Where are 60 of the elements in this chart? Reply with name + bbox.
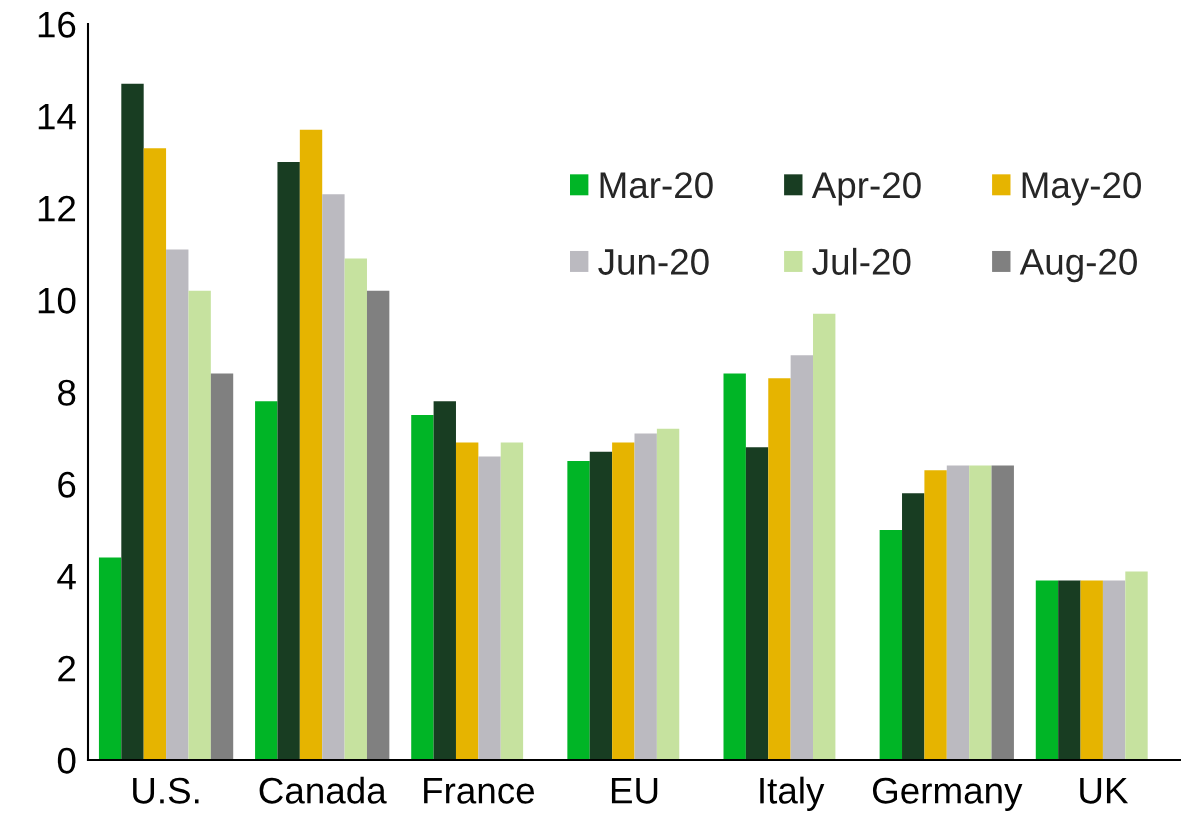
bar xyxy=(322,194,345,760)
bar xyxy=(1035,580,1059,760)
bar xyxy=(768,378,791,760)
legend-label: Jul-20 xyxy=(812,247,911,275)
x-tick-label: Germany xyxy=(872,777,1023,811)
legend-label: May-20 xyxy=(1022,172,1141,206)
bar xyxy=(344,258,367,760)
bar xyxy=(1058,580,1081,760)
bar xyxy=(455,442,479,760)
bar xyxy=(277,162,300,760)
bar xyxy=(879,530,903,760)
y-tick-label: 16 xyxy=(38,11,76,38)
legend-label: Mar-20 xyxy=(600,172,713,199)
x-tick-label: U.S. xyxy=(133,777,199,804)
bar xyxy=(813,313,836,760)
bar xyxy=(1102,580,1126,760)
bar xyxy=(188,290,211,760)
bar xyxy=(210,373,234,760)
bar xyxy=(299,129,323,760)
bar xyxy=(790,355,814,760)
bar xyxy=(589,451,613,760)
x-tick-label: Canada xyxy=(259,776,387,804)
bar xyxy=(500,442,524,760)
bar xyxy=(723,373,746,760)
bar xyxy=(255,401,278,760)
legend-label: Apr-20 xyxy=(811,172,921,206)
bar xyxy=(612,442,635,760)
bar xyxy=(969,465,992,760)
bar xyxy=(411,415,434,760)
bar xyxy=(656,428,680,760)
bar xyxy=(366,290,390,760)
bar xyxy=(1080,580,1103,760)
y-tick-label: 8 xyxy=(58,379,76,406)
bar xyxy=(634,433,657,760)
bar xyxy=(991,465,1014,760)
x-tick-label: Italy xyxy=(760,776,825,811)
bar xyxy=(121,83,144,760)
y-tick-label: 4 xyxy=(57,564,76,590)
x-tick-label: UK xyxy=(1080,778,1129,804)
bar xyxy=(433,401,456,760)
legend-label: Aug-20 xyxy=(1019,248,1137,283)
bar xyxy=(745,447,769,760)
bar xyxy=(924,470,947,760)
y-tick-label: 12 xyxy=(38,195,76,222)
bar xyxy=(1125,571,1148,760)
x-tick-label: France xyxy=(424,778,534,804)
y-tick-label: 10 xyxy=(38,287,76,314)
y-tick-label: 2 xyxy=(58,655,76,682)
bar xyxy=(478,456,501,760)
bar xyxy=(902,493,925,760)
y-tick-label: 0 xyxy=(57,747,76,774)
bar xyxy=(166,249,189,760)
bar xyxy=(143,148,167,760)
bar xyxy=(98,557,122,760)
legend-label: Jun-20 xyxy=(598,248,709,275)
bar xyxy=(567,461,590,760)
x-tick-label: EU xyxy=(611,778,658,804)
y-tick-label: 6 xyxy=(58,471,76,498)
bar xyxy=(946,465,970,760)
y-tick-label: 14 xyxy=(38,104,76,130)
